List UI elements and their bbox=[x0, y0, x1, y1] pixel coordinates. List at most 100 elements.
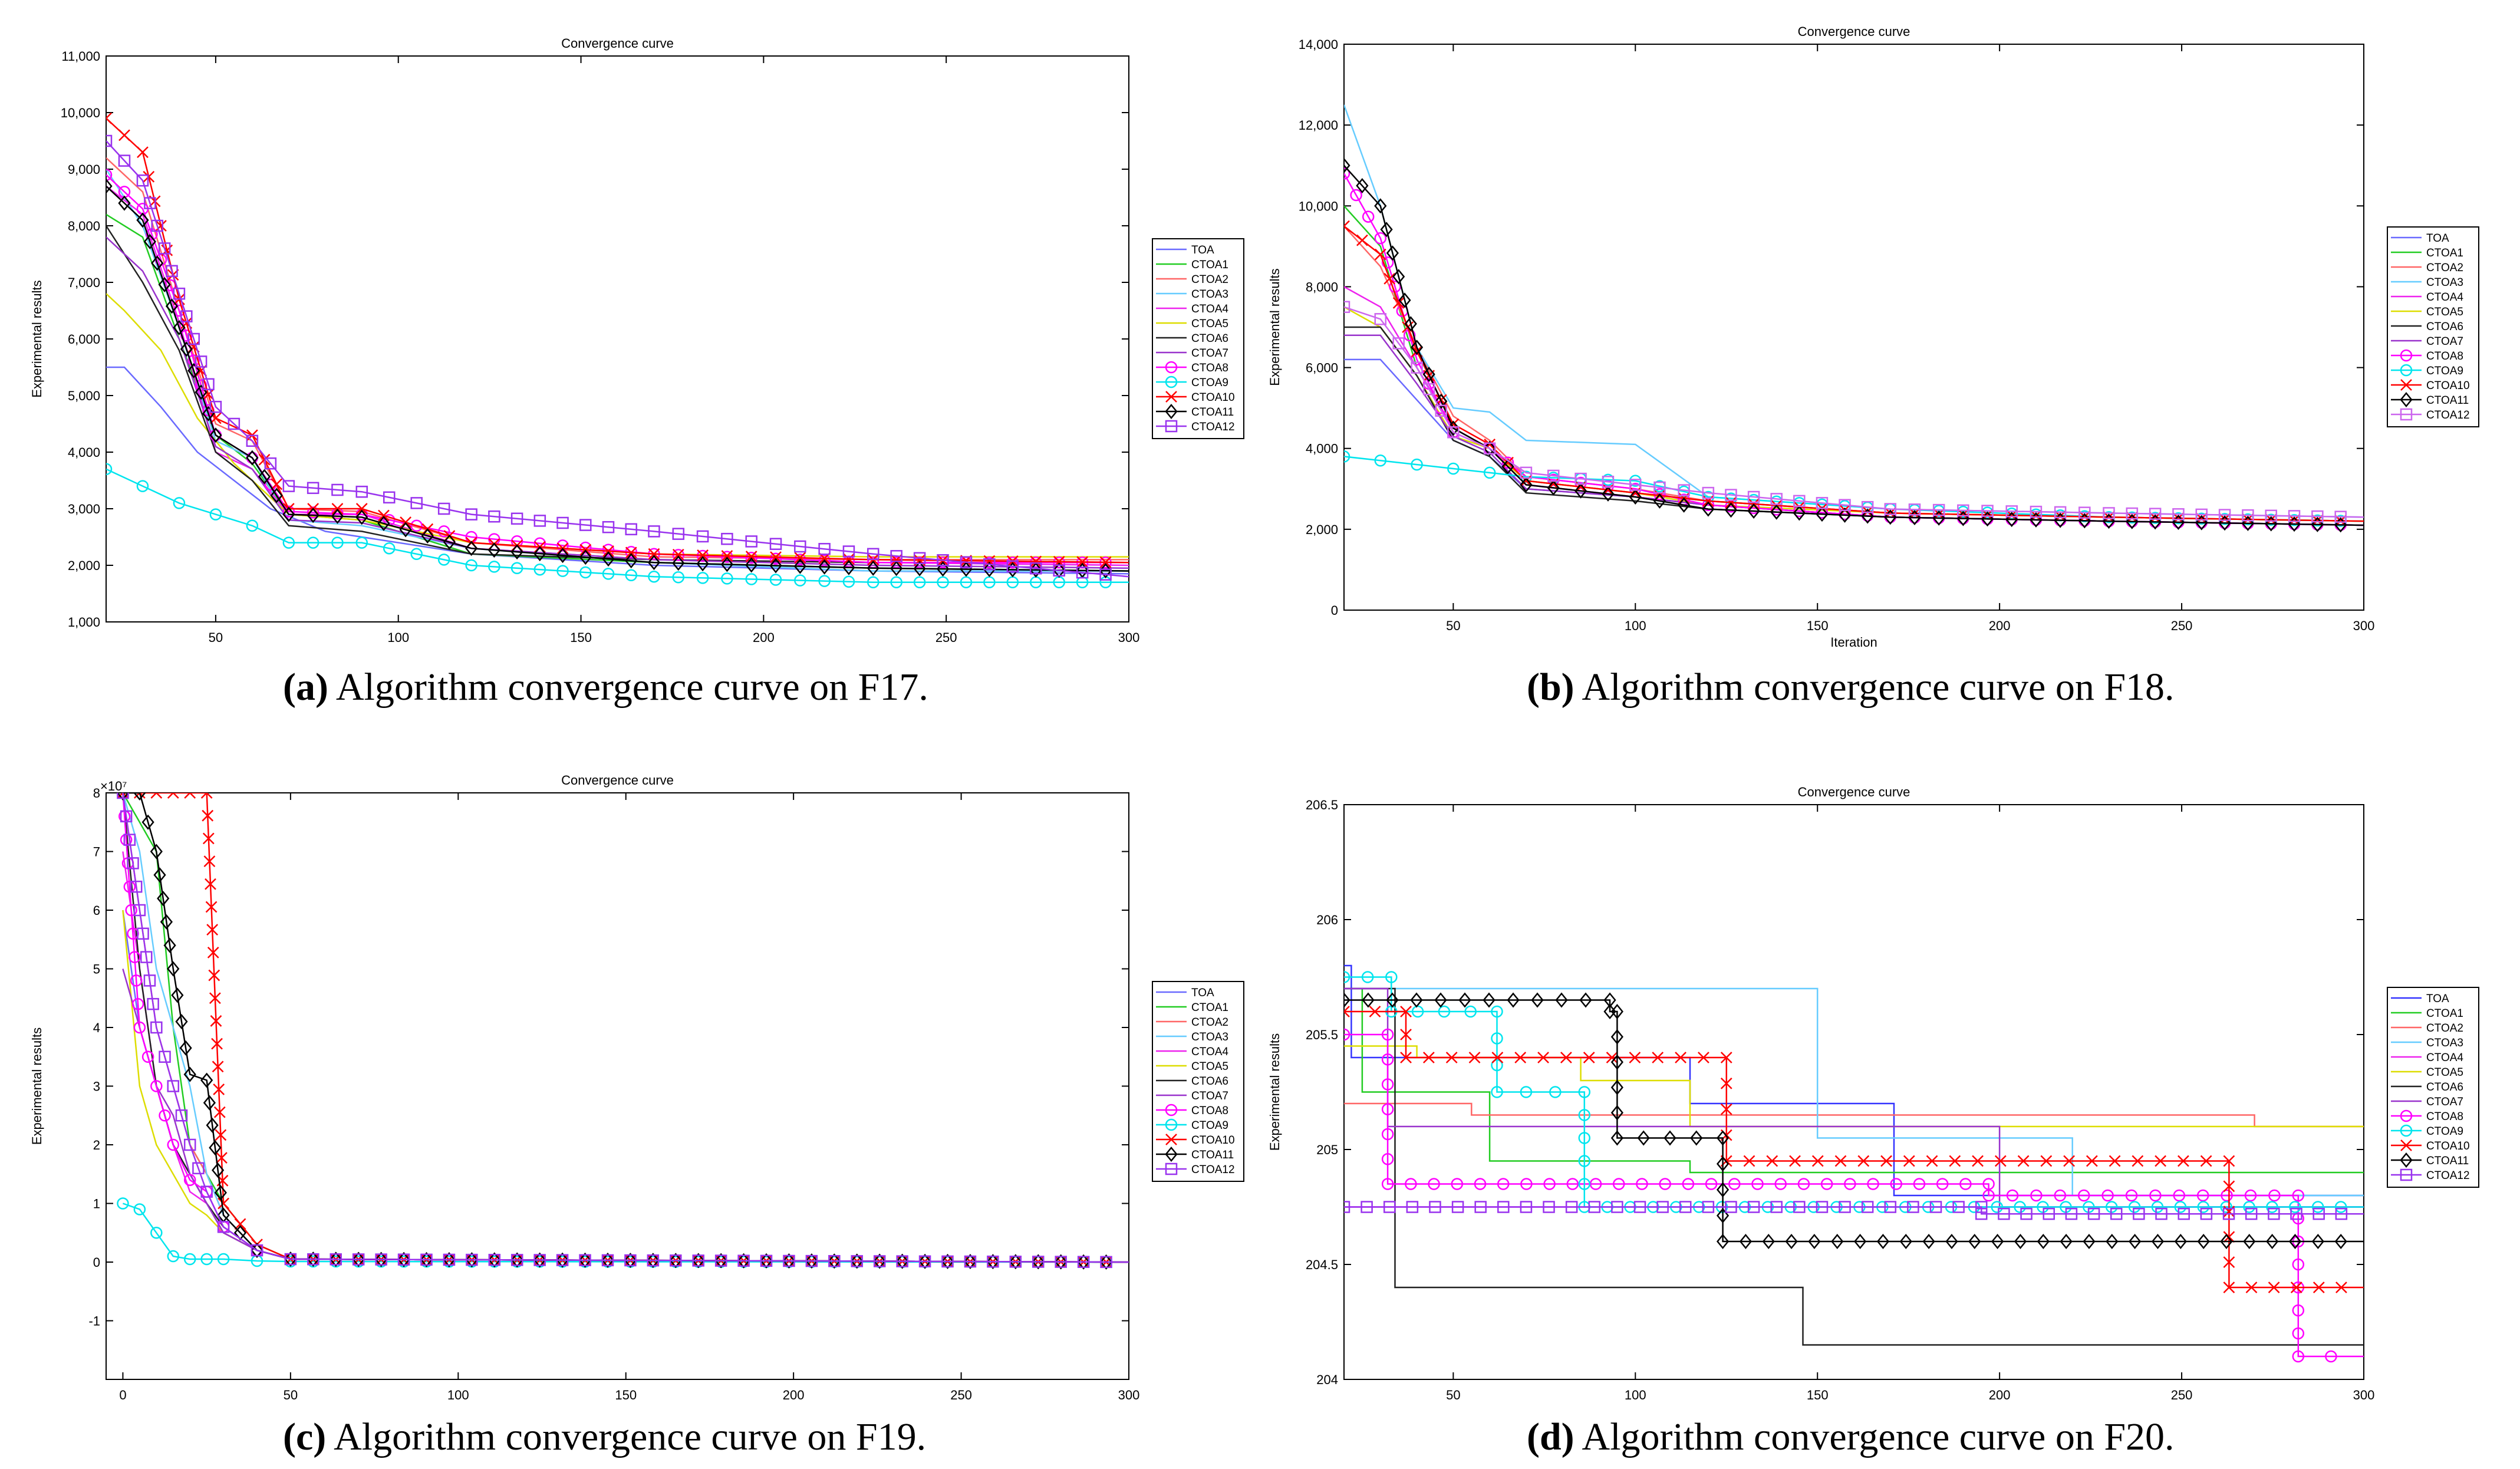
marker bbox=[960, 576, 973, 589]
marker bbox=[1491, 1086, 1503, 1098]
x-tick-label: 250 bbox=[2171, 618, 2193, 633]
marker bbox=[175, 1014, 188, 1030]
marker bbox=[2245, 1207, 2258, 1220]
marker bbox=[1952, 1201, 1965, 1213]
marker bbox=[2292, 1350, 2305, 1363]
marker bbox=[488, 1252, 501, 1268]
y-tick-label: 5 bbox=[93, 962, 100, 977]
marker bbox=[769, 538, 782, 550]
y-tick-label: 0 bbox=[93, 1255, 100, 1270]
marker bbox=[2060, 1234, 2073, 1249]
marker bbox=[2265, 509, 2277, 522]
marker bbox=[1344, 1028, 1350, 1041]
marker bbox=[180, 310, 193, 322]
marker bbox=[1724, 502, 1738, 518]
y-tick-label: 6,000 bbox=[68, 332, 100, 347]
legend-label: TOA bbox=[1191, 987, 1214, 999]
legend-label: CTOA8 bbox=[1191, 1105, 1228, 1117]
marker bbox=[2065, 1207, 2078, 1220]
caption-a-text: Algorithm convergence curve on F17. bbox=[328, 666, 928, 709]
caption-d-letter: (d) bbox=[1527, 1415, 1574, 1458]
marker bbox=[159, 1050, 171, 1063]
marker bbox=[625, 569, 637, 582]
marker bbox=[1428, 1178, 1440, 1190]
marker bbox=[818, 543, 831, 555]
marker bbox=[1055, 1254, 1068, 1270]
marker bbox=[1520, 1086, 1533, 1098]
marker bbox=[2128, 1201, 2141, 1213]
marker bbox=[203, 1095, 216, 1111]
marker bbox=[207, 946, 219, 959]
marker bbox=[465, 541, 478, 556]
marker bbox=[1844, 1178, 1856, 1190]
marker bbox=[745, 551, 757, 564]
chart-title: Convergence curve bbox=[1798, 24, 1910, 39]
marker bbox=[1483, 466, 1496, 479]
marker bbox=[271, 478, 283, 490]
legend: TOA CTOA1 CTOA2 CTOA3 CTOA4 CTOA5 CTOA6 CTOA7 CT… bbox=[1152, 238, 1244, 439]
marker bbox=[2334, 1201, 2347, 1213]
marker bbox=[216, 1152, 228, 1164]
marker bbox=[1602, 486, 1615, 502]
x-tick-label: 200 bbox=[783, 1388, 805, 1402]
legend-marker bbox=[2400, 1168, 2413, 1181]
series-markers-ctoa11 bbox=[1344, 992, 2347, 1249]
marker bbox=[783, 1254, 795, 1267]
caption-b-text: Algorithm convergence curve on F18. bbox=[1574, 666, 2175, 709]
marker bbox=[421, 528, 434, 544]
marker bbox=[913, 576, 926, 589]
marker bbox=[601, 1254, 614, 1267]
marker bbox=[625, 553, 638, 569]
marker bbox=[2197, 1201, 2210, 1213]
marker bbox=[378, 509, 390, 522]
marker bbox=[1816, 497, 1829, 509]
marker bbox=[1410, 992, 1423, 1008]
marker bbox=[307, 536, 319, 549]
marker bbox=[1574, 472, 1587, 485]
series-line-ctoa12 bbox=[1344, 1206, 2364, 1215]
legend: TOA CTOA1 CTOA2 CTOA3 CTOA4 CTOA5 CTOA6 CTOA7 CT… bbox=[2387, 226, 2479, 427]
marker bbox=[1565, 1201, 1578, 1213]
marker bbox=[1032, 1256, 1045, 1268]
marker bbox=[579, 549, 592, 565]
marker bbox=[1588, 1201, 1601, 1213]
marker bbox=[1578, 1086, 1591, 1098]
marker bbox=[648, 525, 660, 538]
marker bbox=[1908, 503, 1921, 516]
marker bbox=[2174, 1201, 2187, 1213]
marker bbox=[352, 1253, 365, 1266]
legend-label: CTOA1 bbox=[1191, 1002, 1228, 1014]
marker bbox=[1350, 189, 1362, 202]
marker bbox=[144, 197, 156, 209]
marker bbox=[1839, 499, 1851, 511]
marker bbox=[374, 1251, 388, 1267]
marker bbox=[137, 927, 149, 940]
marker bbox=[556, 516, 569, 529]
marker bbox=[1009, 1256, 1022, 1268]
marker bbox=[2030, 1189, 2043, 1202]
marker bbox=[1629, 489, 1642, 505]
marker bbox=[987, 1255, 999, 1268]
marker bbox=[1578, 1178, 1591, 1190]
marker bbox=[183, 1174, 196, 1186]
marker bbox=[2244, 1189, 2257, 1202]
chart-title: Convergence curve bbox=[561, 773, 674, 788]
marker bbox=[1055, 1256, 1067, 1268]
legend-label: CTOA8 bbox=[2426, 1111, 2463, 1123]
marker bbox=[234, 1218, 246, 1230]
marker bbox=[120, 810, 133, 823]
marker bbox=[1743, 1155, 1755, 1167]
legend-label: CTOA9 bbox=[2426, 365, 2463, 377]
marker bbox=[1690, 1130, 1703, 1146]
marker bbox=[2243, 1234, 2256, 1249]
marker bbox=[1774, 1178, 1787, 1190]
marker bbox=[1770, 493, 1783, 505]
marker bbox=[160, 914, 173, 930]
marker bbox=[794, 540, 806, 553]
marker bbox=[1981, 505, 1994, 517]
marker bbox=[2014, 1201, 2026, 1213]
marker bbox=[251, 1244, 263, 1257]
series-group bbox=[116, 793, 1129, 1270]
marker bbox=[1344, 992, 1350, 1008]
x-tick-label: 250 bbox=[950, 1388, 972, 1402]
